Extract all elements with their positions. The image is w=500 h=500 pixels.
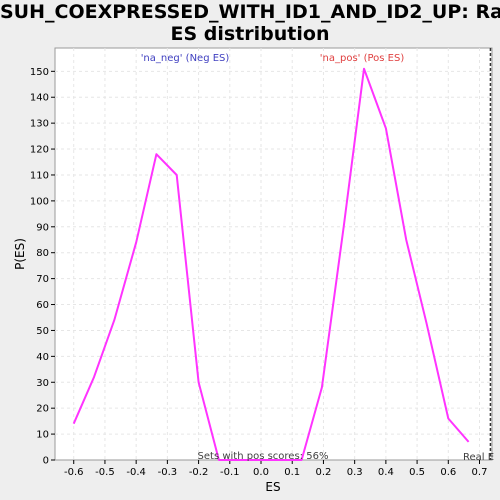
chart-title-line-2: ES distribution — [170, 23, 330, 45]
x-tick-label: -0.5 — [95, 467, 115, 478]
chart-title: SUH_COEXPRESSED_WITH_ID1_AND_ID2_UP: Ran… — [0, 1, 500, 45]
x-tick-label: 0.4 — [378, 467, 394, 478]
neg-es-annotation: 'na_neg' (Neg ES) — [141, 53, 230, 64]
x-tick-label: 0.0 — [253, 467, 269, 478]
real-es-label: Real E — [463, 452, 494, 463]
pos-es-annotation: 'na_pos' (Pos ES) — [320, 53, 405, 64]
x-tick-label: 0.5 — [409, 467, 425, 478]
y-tick-label: 20 — [36, 404, 49, 415]
y-tick-label: 80 — [36, 248, 49, 259]
y-tick-label: 130 — [30, 119, 49, 130]
x-tick-label: 0.7 — [472, 467, 488, 478]
y-axis: 0 10 20 30 40 50 60 70 80 90 100 110 120 130 140 150 — [30, 67, 55, 467]
y-axis-label: P(ES) — [13, 238, 27, 270]
series-line — [72, 67, 470, 461]
y-tick-label: 70 — [36, 274, 49, 285]
y-tick-label: 10 — [36, 430, 49, 441]
y-tick-label: 120 — [30, 145, 49, 156]
y-tick-label: 90 — [36, 222, 49, 233]
y-tick-label: 150 — [30, 67, 49, 78]
y-tick-label: 60 — [36, 300, 49, 311]
x-tick-label: 0.6 — [440, 467, 456, 478]
x-tick-label: -0.1 — [220, 467, 240, 478]
x-tick-label: -0.2 — [189, 467, 209, 478]
x-tick-label: 0.1 — [284, 467, 300, 478]
y-tick-label: 40 — [36, 352, 49, 363]
y-tick-label: 110 — [30, 170, 49, 181]
x-tick-label: -0.6 — [64, 467, 84, 478]
x-axis-label: ES — [265, 480, 280, 494]
x-axis: -0.6 -0.5 -0.4 -0.3 -0.2 -0.1 0.0 0.1 0.2 0.3 0.4 0… — [64, 460, 487, 478]
grid — [55, 48, 492, 460]
y-tick-label: 30 — [36, 378, 49, 389]
y-tick-label: 140 — [30, 93, 49, 104]
plot-area — [54, 47, 493, 461]
x-tick-label: -0.3 — [158, 467, 178, 478]
y-tick-label: 50 — [36, 326, 49, 337]
chart-title-line-1: SUH_COEXPRESSED_WITH_ID1_AND_ID2_UP: Ran… — [0, 1, 500, 23]
x-tick-label: 0.3 — [347, 467, 363, 478]
x-tick-label: -0.4 — [126, 467, 146, 478]
y-tick-label: 100 — [30, 196, 49, 207]
y-tick-label: 0 — [43, 456, 49, 467]
pos-scores-annotation: Sets with pos scores: 56% — [198, 451, 329, 462]
x-tick-label: 0.2 — [315, 467, 331, 478]
